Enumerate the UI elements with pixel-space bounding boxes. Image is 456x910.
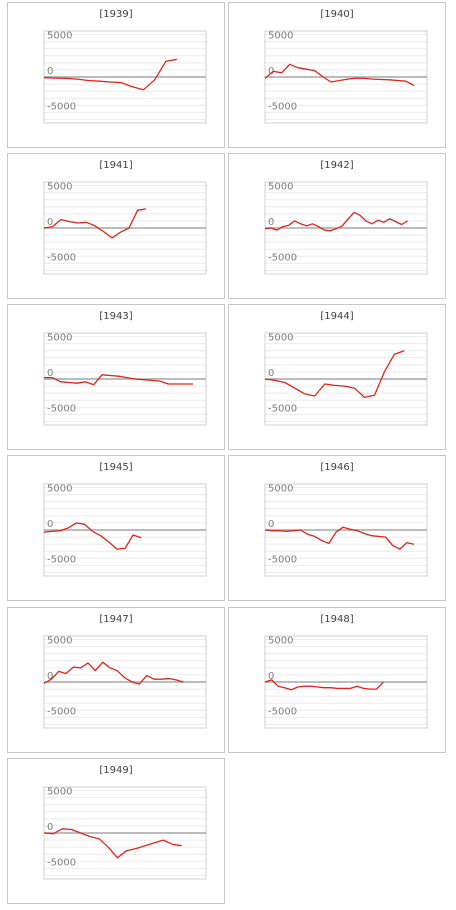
chart-panel: [1941] 5000 0 -5000 <box>7 153 225 299</box>
y-tick-label: 5000 <box>47 787 72 798</box>
y-tick-label: 0 <box>268 519 274 530</box>
y-tick-label: 0 <box>268 217 274 228</box>
y-tick-label: -5000 <box>47 101 76 112</box>
y-tick-label: -5000 <box>47 857 76 868</box>
y-tick-label: 5000 <box>47 31 72 42</box>
y-tick-label: 5000 <box>47 333 72 344</box>
series-line <box>43 661 184 685</box>
y-tick-label: 0 <box>47 519 53 530</box>
chart-title: [1939] <box>99 9 133 20</box>
y-tick-label: 0 <box>47 822 53 833</box>
y-tick-label: 0 <box>268 671 274 682</box>
y-tick-label: 0 <box>268 368 274 379</box>
y-tick-label: 0 <box>47 671 53 682</box>
y-tick-label: 5000 <box>47 484 72 495</box>
y-tick-label: 0 <box>47 368 53 379</box>
y-tick-label: -5000 <box>268 252 297 263</box>
chart-title: [1941] <box>99 160 133 171</box>
chart-title: [1947] <box>99 614 133 625</box>
y-tick-label: -5000 <box>47 252 76 263</box>
chart-title: [1946] <box>320 462 354 473</box>
chart-panel: [1946] 5000 0 -5000 <box>228 455 446 601</box>
series-line <box>264 63 415 87</box>
series-line <box>44 374 193 386</box>
series-line <box>264 526 415 550</box>
chart-title: [1943] <box>99 311 133 322</box>
chart-panel: [1949] 5000 0 -5000 <box>7 758 225 904</box>
y-tick-label: 5000 <box>268 636 293 647</box>
chart-panel: [1945] 5000 0 -5000 <box>7 455 225 601</box>
series-line <box>43 828 182 859</box>
chart-title: [1945] <box>99 462 133 473</box>
chart-panel: [1948] 5000 0 -5000 <box>228 607 446 753</box>
chart-panel: [1943] 5000 0 -5000 <box>7 304 225 450</box>
line-chart: 5000 0 -5000 <box>264 635 428 729</box>
y-tick-label: 5000 <box>47 636 72 647</box>
y-tick-label: 5000 <box>47 182 72 193</box>
line-chart: 5000 0 -5000 <box>43 483 207 577</box>
series-line <box>43 208 147 239</box>
chart-panel: [1944] 5000 0 -5000 <box>228 304 446 450</box>
y-tick-label: -5000 <box>268 101 297 112</box>
y-tick-label: -5000 <box>47 554 76 565</box>
line-chart: 5000 0 -5000 <box>264 483 428 577</box>
series-line <box>264 679 384 691</box>
y-tick-label: -5000 <box>47 706 76 717</box>
line-chart: 5000 0 -5000 <box>264 30 428 124</box>
y-tick-label: 5000 <box>268 182 293 193</box>
line-chart: 5000 0 -5000 <box>43 635 207 729</box>
line-chart: 5000 0 -5000 <box>43 332 207 426</box>
line-chart: 5000 0 -5000 <box>43 30 207 124</box>
series-line <box>43 522 142 550</box>
series-line <box>264 211 408 232</box>
chart-panel: [1947] 5000 0 -5000 <box>7 607 225 753</box>
y-tick-label: 0 <box>268 66 274 77</box>
line-chart: 5000 0 -5000 <box>43 181 207 275</box>
chart-title: [1942] <box>320 160 354 171</box>
y-tick-label: 0 <box>47 217 53 228</box>
line-chart: 5000 0 -5000 <box>43 786 207 880</box>
chart-title: [1940] <box>320 9 354 20</box>
line-chart: 5000 0 -5000 <box>264 181 428 275</box>
y-tick-label: -5000 <box>47 403 76 414</box>
y-tick-label: -5000 <box>268 403 297 414</box>
y-tick-label: 5000 <box>268 333 293 344</box>
chart-title: [1949] <box>99 765 133 776</box>
y-tick-label: 5000 <box>268 31 293 42</box>
y-tick-label: 5000 <box>268 484 293 495</box>
y-tick-label: 0 <box>47 66 53 77</box>
chart-panel: [1942] 5000 0 -5000 <box>228 153 446 299</box>
y-tick-label: -5000 <box>268 554 297 565</box>
y-tick-label: -5000 <box>268 706 297 717</box>
chart-panel: [1939] 5000 0 -5000 <box>7 2 225 148</box>
chart-title: [1944] <box>320 311 354 322</box>
chart-panel: [1940] 5000 0 -5000 <box>228 2 446 148</box>
series-line <box>264 350 405 399</box>
chart-title: [1948] <box>320 614 354 625</box>
line-chart: 5000 0 -5000 <box>264 332 428 426</box>
series-line <box>43 58 177 91</box>
